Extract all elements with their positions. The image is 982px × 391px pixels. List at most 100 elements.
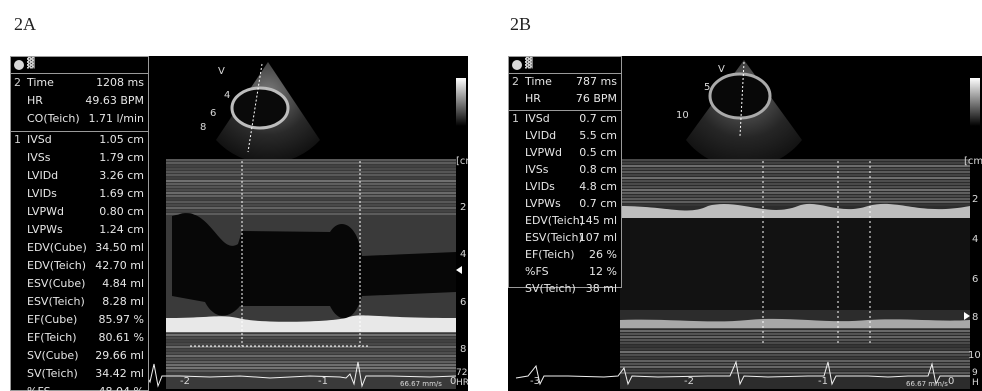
- hr-value: 72: [456, 368, 468, 378]
- group-number: 2: [14, 76, 21, 89]
- measurement-value: 29.66 ml: [95, 349, 144, 362]
- measurement-label: IVSs: [27, 151, 51, 164]
- measurement-value: 34.42 ml: [95, 367, 144, 380]
- grayscale-bar: [456, 78, 466, 126]
- measurement-value: 0.80 cm: [99, 205, 144, 218]
- measurement-label: LVPWd: [27, 205, 64, 218]
- depth-tick-label: 2: [460, 202, 467, 213]
- figure-label-2a: 2A: [14, 14, 36, 34]
- measurement-label: Time: [27, 76, 54, 89]
- time-tick-label: -2: [684, 376, 694, 387]
- measurement-label: %FS: [27, 385, 51, 391]
- time-tick-label: 0: [450, 376, 457, 387]
- measurement-value: 1.69 cm: [99, 187, 144, 200]
- measurement-value: 85.97 %: [98, 313, 144, 326]
- sweep-speed-label: 66.67 mm/s: [906, 380, 948, 388]
- mmode-cursor-line: [739, 61, 745, 137]
- time-tick-label: -3: [530, 376, 540, 387]
- measurement-label: LVIDs: [525, 180, 555, 193]
- sector-depth-label: 6: [210, 108, 217, 119]
- measurement-label: CO(Teich): [27, 112, 80, 125]
- mmode-image-2b: [515, 60, 980, 389]
- group-number: 2: [512, 75, 519, 88]
- sector-depth-label: 4: [224, 90, 231, 101]
- posterior-wall: [620, 318, 970, 328]
- measurement-label: EDV(Teich): [525, 214, 585, 227]
- divider: [509, 110, 621, 111]
- record-icon: [512, 60, 522, 70]
- measure-tool-icon: ▓: [27, 58, 35, 69]
- measurement-value: 1.24 cm: [99, 223, 144, 236]
- depth-unit-label: [cm]: [964, 156, 982, 167]
- hr-label: HR: [456, 378, 468, 388]
- depth-tick-label: 6: [972, 274, 979, 285]
- depth-marker-icon: [964, 312, 970, 320]
- measurement-value: 107 ml: [578, 231, 617, 244]
- measurement-label: IVSd: [27, 133, 52, 146]
- hr-value: 9: [972, 368, 978, 378]
- measurement-label: LVPWs: [525, 197, 561, 210]
- measurement-value: 34.50 ml: [95, 241, 144, 254]
- sweep-speed-label: 66.67 mm/s: [400, 380, 442, 388]
- depth-tick-label: 6: [460, 297, 467, 308]
- measurement-value: 48.04 %: [99, 385, 144, 391]
- depth-tick-label: 8: [460, 344, 467, 355]
- measurement-value: 0.7 cm: [579, 197, 617, 210]
- lv-cavity-mmode: [172, 213, 456, 319]
- grayscale-bar: [970, 78, 980, 126]
- depth-tick-label: 4: [972, 234, 979, 245]
- septum-band: [620, 203, 970, 218]
- measurement-label: EDV(Cube): [27, 241, 87, 254]
- measurement-value: 26 %: [589, 248, 617, 261]
- measurement-value: 12 %: [589, 265, 617, 278]
- sector-depth-label: 8: [200, 122, 207, 133]
- measurement-value: 1.79 cm: [99, 151, 144, 164]
- time-tick-label: -1: [318, 376, 328, 387]
- measurement-label: LVPWd: [525, 146, 562, 159]
- sector-marker: V: [718, 64, 725, 75]
- measurement-value: 4.8 cm: [579, 180, 617, 193]
- measurement-label: SV(Cube): [27, 349, 79, 362]
- measurement-label: LVIDd: [27, 169, 59, 182]
- group-number: 1: [14, 133, 21, 146]
- lv-cavity-2d: [230, 86, 290, 130]
- measurement-value: 5.5 cm: [579, 129, 617, 142]
- measurement-label: EF(Cube): [27, 313, 78, 326]
- mmode-image-2a: [17, 62, 466, 389]
- measurement-value: 4.84 ml: [102, 277, 144, 290]
- depth-tick-label: 2: [972, 194, 979, 205]
- measurement-value: 0.8 cm: [579, 163, 617, 176]
- measurement-value: 42.70 ml: [95, 259, 144, 272]
- measurement-value: 49.63 BPM: [85, 94, 144, 107]
- time-tick-label: -1: [818, 376, 828, 387]
- mmode-cursor-line: [247, 63, 263, 153]
- measurement-value: 1.71 l/min: [88, 112, 145, 125]
- measurement-value: 76 BPM: [575, 92, 617, 105]
- divider: [509, 73, 621, 74]
- time-tick-label: -2: [180, 376, 190, 387]
- echo-panel-2a: V 4 6 8 [cm] 2 4 6 8 -3 -2 -1 0 66.67 mm…: [10, 56, 468, 391]
- measurement-label: SV(Teich): [525, 282, 576, 295]
- depth-marker-icon: [456, 266, 462, 274]
- measurement-label: SV(Teich): [27, 367, 78, 380]
- sector-depth-label: 5: [704, 82, 711, 93]
- group-number: 1: [512, 112, 519, 125]
- measurement-value: 0.5 cm: [579, 146, 617, 159]
- echo-panel-2b: V 5 10 [cm] 2 4 6 8 10 -3 -2 -1 0 66.67 …: [508, 56, 982, 391]
- measurement-label: HR: [27, 94, 43, 107]
- measurement-label: ESV(Cube): [27, 277, 86, 290]
- record-icon: [14, 60, 24, 70]
- depth-tick-label: 8: [972, 312, 979, 323]
- measurement-value: 8.28 ml: [102, 295, 144, 308]
- ecg-trace: [515, 360, 970, 386]
- measurement-label: IVSs: [525, 163, 549, 176]
- measurement-label: ESV(Teich): [525, 231, 583, 244]
- hr-label: H: [972, 378, 979, 388]
- measurement-label: EF(Teich): [27, 331, 77, 344]
- sector-marker: V: [218, 66, 225, 77]
- time-tick-label: 0: [948, 376, 955, 387]
- lv-cavity-2d: [708, 72, 772, 120]
- measurement-label: ESV(Teich): [27, 295, 85, 308]
- posterior-wall: [166, 315, 456, 332]
- measurement-label: LVIDd: [525, 129, 557, 142]
